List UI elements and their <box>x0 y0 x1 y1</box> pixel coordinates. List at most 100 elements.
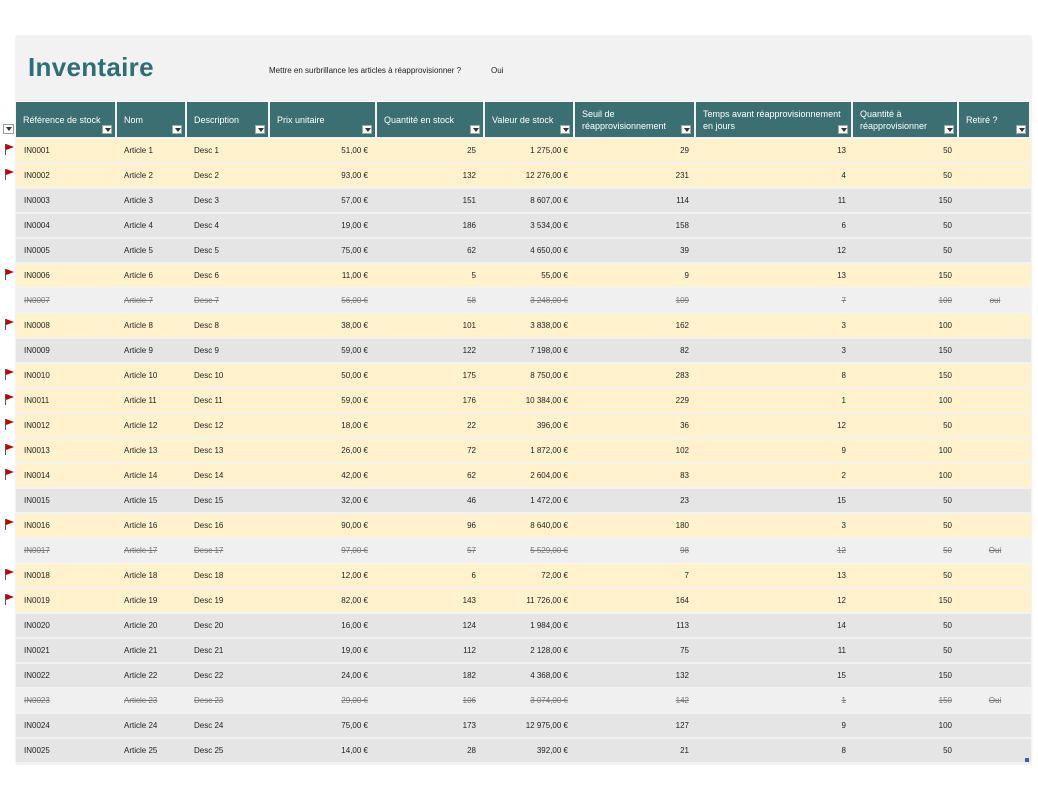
cell-temps[interactable]: 13 <box>837 271 846 280</box>
cell-valeur[interactable]: 1 275,00 € <box>530 146 568 155</box>
cell-temps[interactable]: 13 <box>837 571 846 580</box>
cell-seuil[interactable]: 127 <box>675 721 689 730</box>
cell-desc[interactable]: Desc 14 <box>194 471 224 480</box>
cell-seuil[interactable]: 9 <box>684 271 689 280</box>
cell-retire[interactable]: oui <box>989 296 1001 305</box>
cell-nom[interactable]: Article 18 <box>124 571 158 580</box>
cell-ref[interactable]: IN0007 <box>24 296 50 305</box>
cell-seuil[interactable]: 39 <box>680 246 689 255</box>
cell-nom[interactable]: Article 2 <box>124 171 153 180</box>
column-header-valeur[interactable]: Valeur de stock <box>485 102 575 137</box>
cell-ref[interactable]: IN0015 <box>24 496 50 505</box>
cell-qreap[interactable]: 50 <box>943 571 952 580</box>
cell-ref[interactable]: IN0006 <box>24 271 50 280</box>
cell-prix[interactable]: 38,00 € <box>341 321 368 330</box>
table-row[interactable]: IN0010 Article 10 Desc 10 50,00 € 175 8 750,0… <box>5 364 1031 387</box>
cell-qreap[interactable]: 150 <box>938 596 952 605</box>
cell-qte[interactable]: 186 <box>462 221 476 230</box>
cell-prix[interactable]: 42,00 € <box>341 471 368 480</box>
table-row[interactable]: IN0003 Article 3 Desc 3 57,00 € 151 8 607,00 … <box>16 189 1031 212</box>
filter-dropdown-icon[interactable] <box>3 124 14 134</box>
cell-ref[interactable]: IN0003 <box>24 196 50 205</box>
cell-qreap[interactable]: 150 <box>938 671 952 680</box>
cell-prix[interactable]: 26,00 € <box>341 446 368 455</box>
cell-qreap[interactable]: 50 <box>943 521 952 530</box>
cell-valeur[interactable]: 55,00 € <box>541 271 568 280</box>
filter-dropdown-icon[interactable] <box>560 125 570 134</box>
cell-qreap[interactable]: 50 <box>943 546 952 555</box>
cell-qreap[interactable]: 150 <box>938 696 952 705</box>
cell-nom[interactable]: Article 7 <box>124 296 153 305</box>
cell-seuil[interactable]: 142 <box>675 696 689 705</box>
cell-qte[interactable]: 62 <box>467 246 476 255</box>
cell-valeur[interactable]: 8 640,00 € <box>530 521 568 530</box>
cell-nom[interactable]: Article 19 <box>124 596 158 605</box>
table-row[interactable]: IN0018 Article 18 Desc 18 12,00 € 6 72,00 € 7 1… <box>5 564 1031 587</box>
cell-seuil[interactable]: 114 <box>676 196 689 205</box>
cell-temps[interactable]: 12 <box>837 246 846 255</box>
cell-ref[interactable]: IN0017 <box>24 546 50 555</box>
cell-ref[interactable]: IN0023 <box>24 696 50 705</box>
cell-temps[interactable]: 6 <box>841 221 846 230</box>
cell-qte[interactable]: 176 <box>462 396 476 405</box>
filter-dropdown-icon[interactable] <box>172 125 182 134</box>
cell-temps[interactable]: 3 <box>841 521 846 530</box>
cell-retire[interactable] <box>959 264 1031 287</box>
cell-qreap[interactable]: 50 <box>943 246 952 255</box>
cell-valeur[interactable]: 1 872,00 € <box>530 446 568 455</box>
cell-temps[interactable]: 11 <box>837 646 846 655</box>
cell-prix[interactable]: 16,00 € <box>341 621 368 630</box>
table-row[interactable]: IN0015 Article 15 Desc 15 32,00 € 46 1 472,00… <box>16 489 1031 512</box>
cell-ref[interactable]: IN0024 <box>24 721 50 730</box>
cell-prix[interactable]: 82,00 € <box>341 596 368 605</box>
cell-ref[interactable]: IN0016 <box>24 521 50 530</box>
cell-nom[interactable]: Article 1 <box>124 146 153 155</box>
cell-ref[interactable]: IN0021 <box>24 646 50 655</box>
cell-qte[interactable]: 72 <box>467 446 476 455</box>
cell-prix[interactable]: 56,00 € <box>341 296 368 305</box>
cell-valeur[interactable]: 5 529,00 € <box>530 546 568 555</box>
cell-nom[interactable]: Article 23 <box>124 696 158 705</box>
cell-ref[interactable]: IN0018 <box>24 571 50 580</box>
cell-temps[interactable]: 11 <box>837 196 846 205</box>
cell-seuil[interactable]: 283 <box>675 371 689 380</box>
cell-qreap[interactable]: 50 <box>943 171 952 180</box>
cell-qreap[interactable]: 50 <box>943 146 952 155</box>
cell-temps[interactable]: 2 <box>841 471 846 480</box>
cell-seuil[interactable]: 82 <box>680 346 689 355</box>
cell-seuil[interactable]: 21 <box>680 746 689 755</box>
column-header-temps[interactable]: Temps avant réapprovisionnement en jours <box>696 102 853 137</box>
cell-seuil[interactable]: 164 <box>675 596 689 605</box>
cell-qte[interactable]: 96 <box>467 521 476 530</box>
cell-valeur[interactable]: 4 368,00 € <box>530 671 568 680</box>
cell-retire[interactable] <box>959 164 1031 187</box>
cell-valeur[interactable]: 72,00 € <box>541 571 568 580</box>
cell-prix[interactable]: 32,00 € <box>341 496 368 505</box>
cell-prix[interactable]: 59,00 € <box>341 396 368 405</box>
cell-ref[interactable]: IN0004 <box>24 221 50 230</box>
cell-qte[interactable]: 101 <box>462 321 476 330</box>
cell-desc[interactable]: Desc 13 <box>194 446 224 455</box>
cell-seuil[interactable]: 36 <box>680 421 689 430</box>
column-header-prix[interactable]: Prix unitaire <box>270 102 377 137</box>
cell-seuil[interactable]: 29 <box>680 146 689 155</box>
cell-qte[interactable]: 22 <box>467 421 476 430</box>
cell-ref[interactable]: IN0020 <box>24 621 50 630</box>
cell-retire[interactable] <box>959 189 1031 212</box>
cell-nom[interactable]: Article 15 <box>124 496 158 505</box>
cell-desc[interactable]: Desc 4 <box>194 221 219 230</box>
cell-seuil[interactable]: 158 <box>675 221 689 230</box>
cell-desc[interactable]: Desc 21 <box>194 646 224 655</box>
cell-seuil[interactable]: 7 <box>684 571 689 580</box>
cell-prix[interactable]: 18,00 € <box>341 421 368 430</box>
cell-prix[interactable]: 97,00 € <box>341 546 368 555</box>
cell-qreap[interactable]: 50 <box>943 621 952 630</box>
cell-desc[interactable]: Desc 11 <box>194 396 223 405</box>
cell-qte[interactable]: 6 <box>471 571 476 580</box>
cell-prix[interactable]: 93,00 € <box>341 171 368 180</box>
cell-retire[interactable] <box>959 214 1031 237</box>
cell-prix[interactable]: 50,00 € <box>341 371 368 380</box>
cell-ref[interactable]: IN0012 <box>24 421 50 430</box>
cell-nom[interactable]: Article 21 <box>124 646 158 655</box>
cell-prix[interactable]: 75,00 € <box>341 721 368 730</box>
